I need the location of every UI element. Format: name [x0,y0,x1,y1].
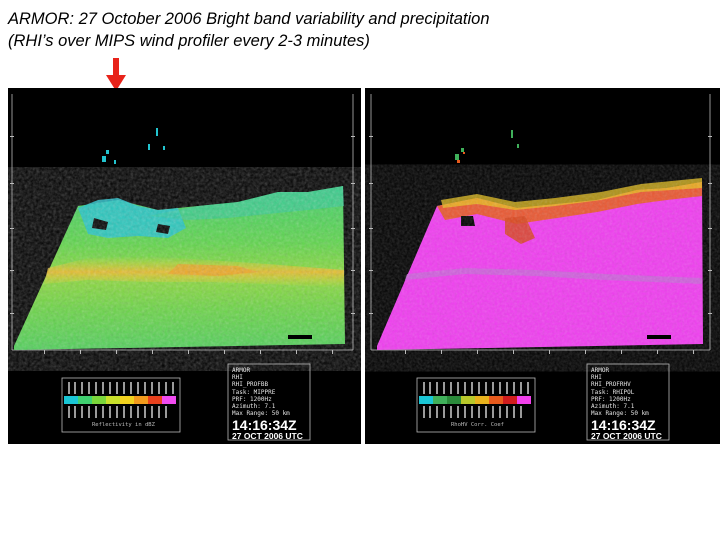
reflectivity-color-legend [61,377,181,433]
reflectivity-rhi-image: Reflectivity in dBZ ARMOR RHI RHI_PROFBB… [8,88,361,444]
reflectivity-rhi-plot [10,94,355,441]
rhohv-legend-label: RhoHV Corr. Coef [451,422,504,428]
info-line: RHI_PROFRHV [591,381,631,389]
info-line: RHI [232,374,243,382]
reflectivity-legend-label: Reflectivity in dBZ [92,422,155,428]
info-line: RHI [591,374,602,382]
reflectivity-info-text: ARMOR RHI RHI_PROFBB Task: MIPPRE PRF: 1… [232,367,303,441]
rhohv-info-box [586,363,670,441]
info-line: ARMOR [591,367,610,374]
slide-title-line-1: ARMOR: 27 October 2006 Bright band varia… [8,10,490,28]
rhohv-color-legend [416,377,536,433]
rhohv-info-text: ARMOR RHI RHI_PROFRHV Task: RHIPOL PRF: … [591,367,662,441]
info-line: Max Range: 50 km [232,410,290,418]
rhohv-rhi-image: RhoHV Corr. Coef ARMOR RHI RHI_PROFRHV T… [365,88,720,444]
reflectivity-info-box [227,363,311,441]
scan-time: 14:16:34Z [232,417,297,434]
scan-time: 14:16:34Z [591,417,656,434]
scan-date: 27 OCT 2006 UTC [591,431,662,442]
scan-date: 27 OCT 2006 UTC [232,431,303,442]
reflectivity-profiler-marker [288,335,312,339]
rhohv-profiler-marker [647,335,671,339]
info-line: Task: MIPPRE [232,388,276,396]
info-line: RHI_PROFBB [232,381,269,389]
info-line: PRF: 1200Hz [591,395,631,403]
info-line: ARMOR [232,367,251,374]
down-arrow-icon [106,58,126,91]
info-line: PRF: 1200Hz [232,395,272,403]
reflectivity-upper-echo-fragments [102,128,165,164]
slide-title: ARMOR: 27 October 2006 Bright band varia… [8,8,708,52]
info-line: Azimuth: 7.1 [232,403,276,411]
slide-title-line-2: (RHI’s over MIPS wind profiler every 2-3… [8,32,370,50]
info-line: Azimuth: 7.1 [591,403,635,411]
rhohv-rhi-plot [369,94,712,441]
rhohv-upper-echo-fragments [455,130,519,160]
info-line: Max Range: 50 km [591,410,649,418]
info-line: Task: RHIPOL [591,388,635,396]
